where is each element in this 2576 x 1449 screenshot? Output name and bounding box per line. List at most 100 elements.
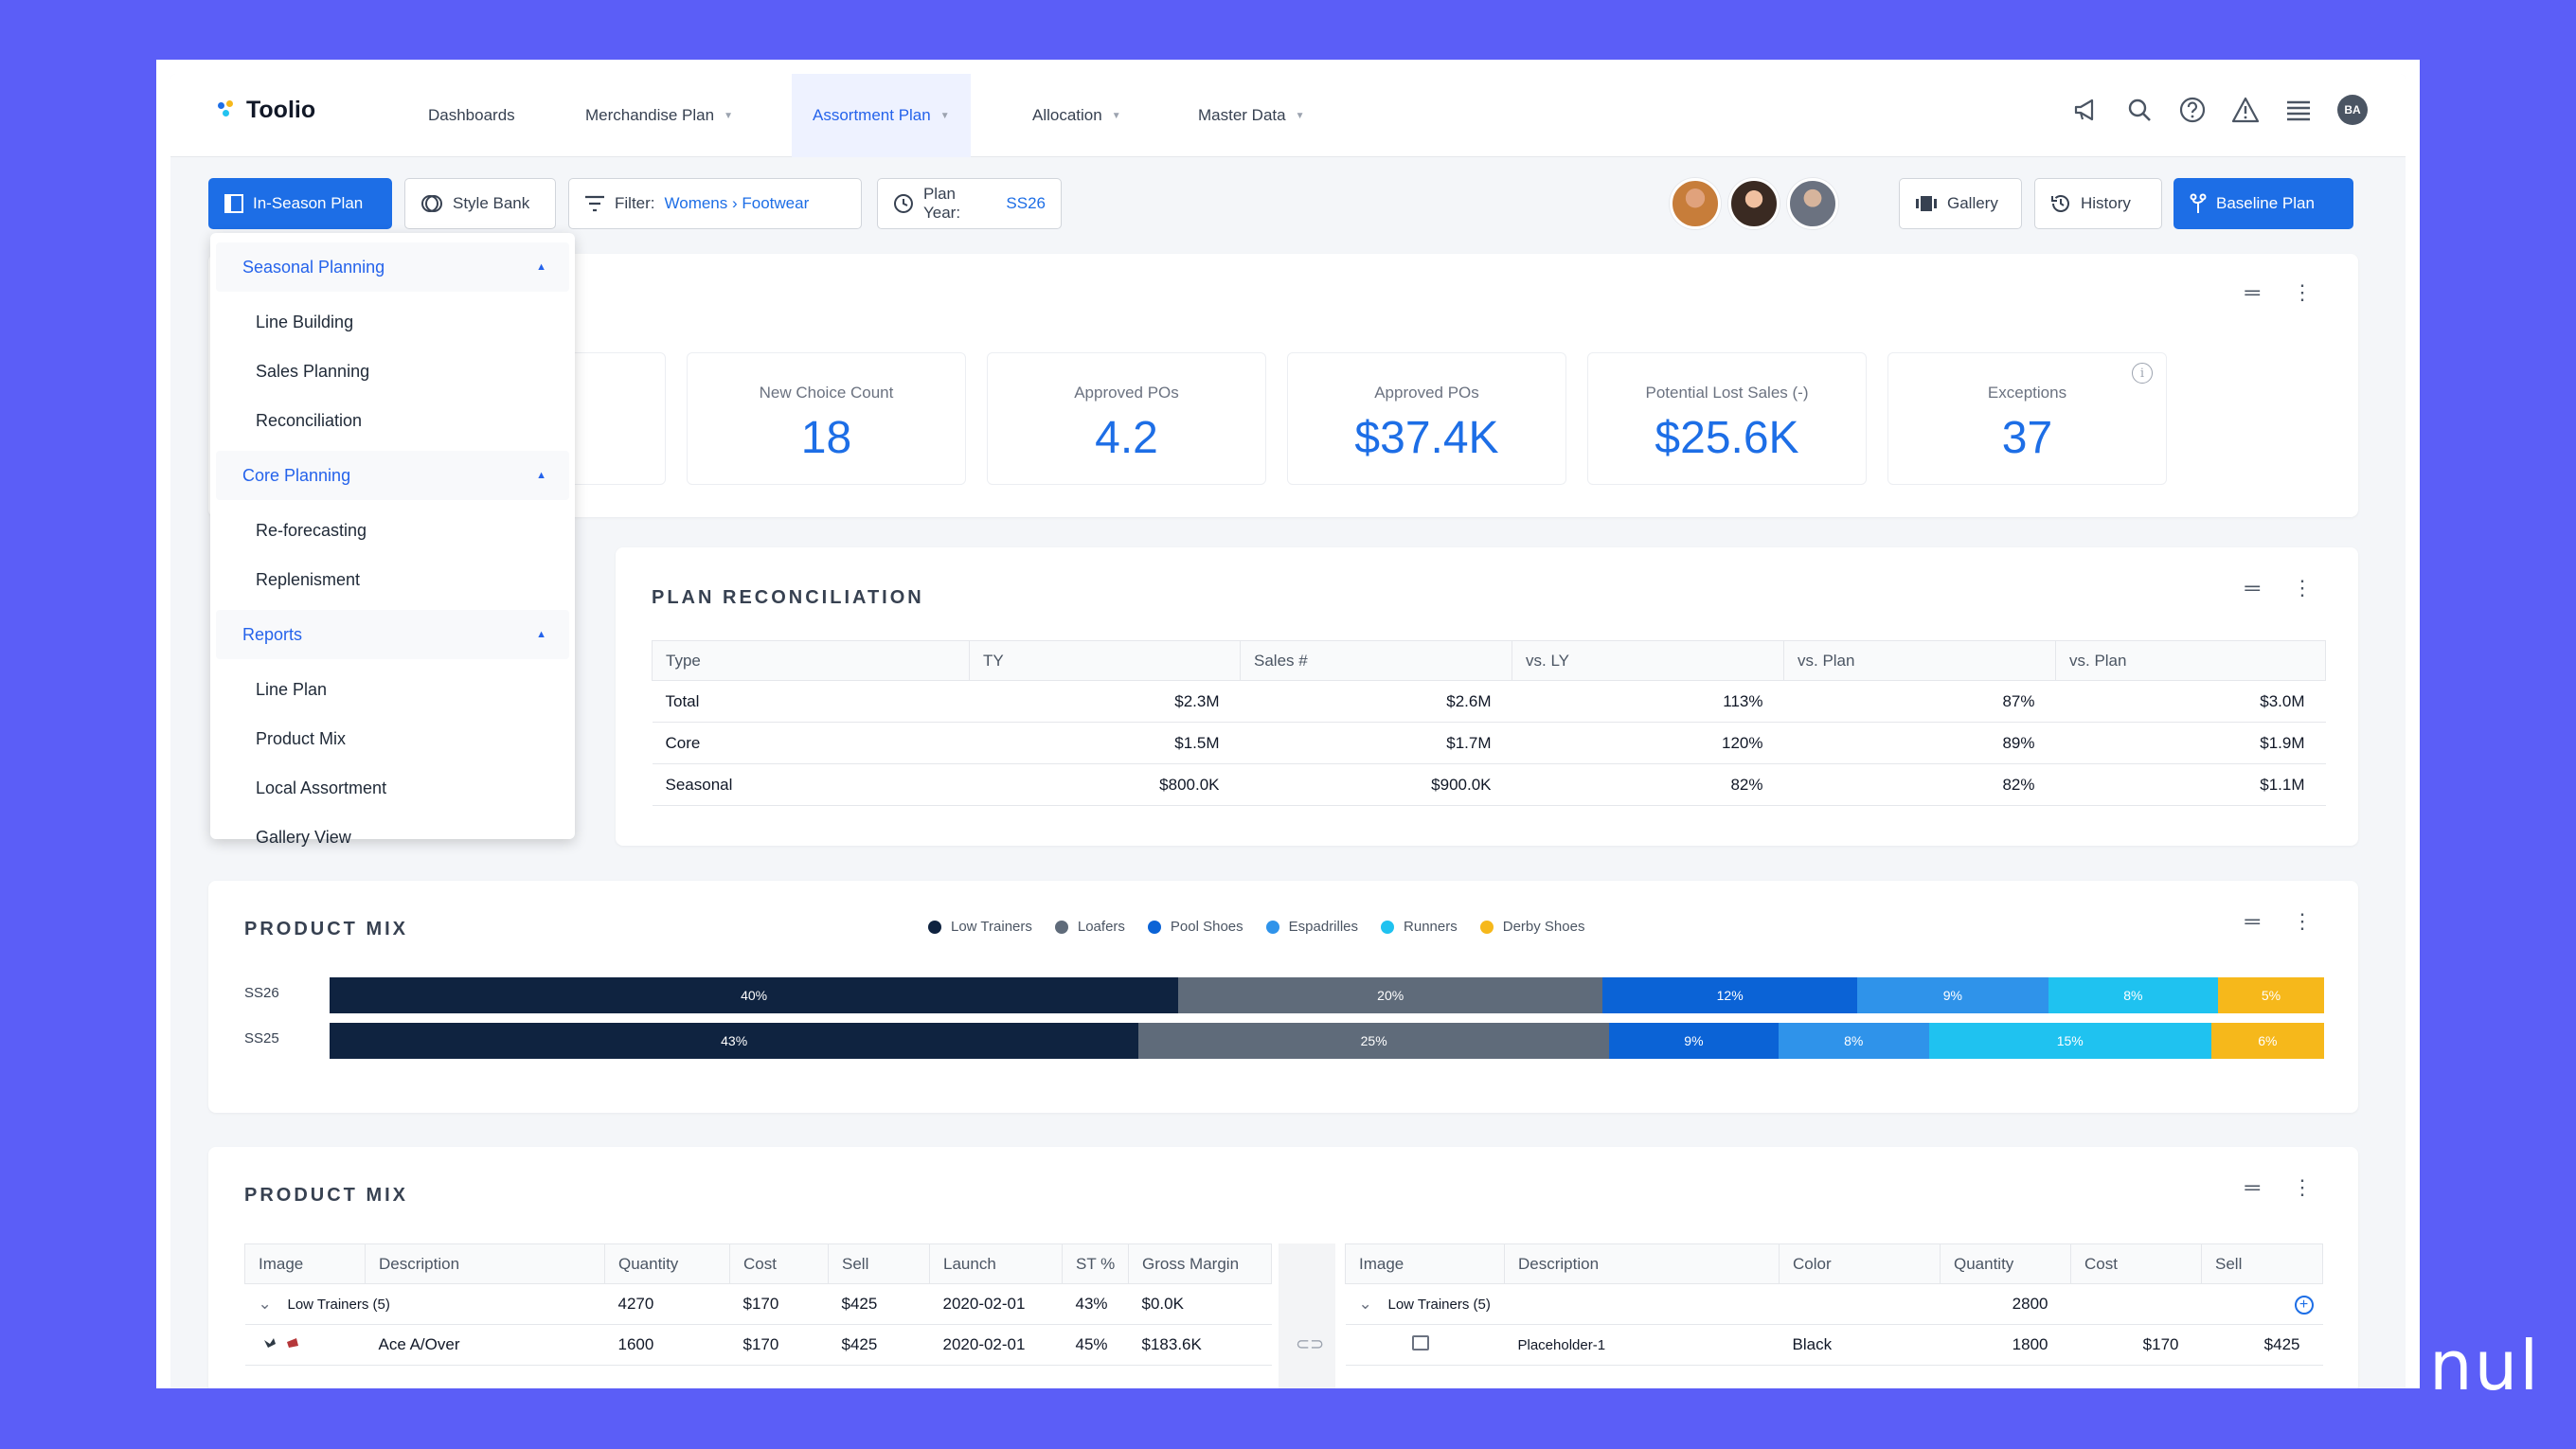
plan-year-button[interactable]: Plan Year: SS26 bbox=[877, 178, 1062, 229]
column-header[interactable]: vs. Plan bbox=[1783, 640, 2056, 681]
cell: $900.0K bbox=[1240, 763, 1512, 806]
menu-item-replenishment[interactable]: Replenisment bbox=[256, 569, 361, 589]
menu-section-header[interactable]: Seasonal Planning ▲ bbox=[216, 242, 569, 292]
column-header[interactable]: Color bbox=[1779, 1243, 1941, 1284]
column-header[interactable]: Quantity bbox=[604, 1243, 730, 1284]
search-icon[interactable] bbox=[2125, 96, 2154, 124]
table-row[interactable]: Placeholder-1 Black 1800 $170 $425 bbox=[1345, 1324, 2323, 1366]
nav-assortment-plan[interactable]: Assortment Plan ▼ bbox=[792, 74, 971, 157]
column-header[interactable]: Type bbox=[652, 640, 970, 681]
table-row[interactable]: Total $2.3M $2.6M 113% 87% $3.0M bbox=[652, 680, 2326, 723]
in-season-plan-button[interactable]: In-Season Plan bbox=[208, 178, 392, 229]
legend-item[interactable]: Loafers bbox=[1054, 919, 1125, 935]
legend-item[interactable]: Derby Shoes bbox=[1479, 919, 1584, 935]
nav-dashboards[interactable]: Dashboards bbox=[428, 74, 515, 157]
nav-master-data[interactable]: Master Data ▼ bbox=[1198, 74, 1305, 157]
bar-segment[interactable]: 40% bbox=[330, 977, 1179, 1013]
drag-handle-icon[interactable]: ═ bbox=[2245, 1175, 2260, 1199]
bar-segment[interactable]: 9% bbox=[1609, 1023, 1779, 1059]
bar-segment[interactable]: 12% bbox=[1602, 977, 1858, 1013]
info-icon[interactable]: i bbox=[2132, 363, 2153, 384]
warning-icon[interactable] bbox=[2231, 96, 2260, 124]
baseline-plan-button[interactable]: Baseline Plan bbox=[2174, 178, 2353, 229]
column-header[interactable]: Image bbox=[244, 1243, 366, 1284]
bar-segment[interactable]: 15% bbox=[1928, 1023, 2211, 1059]
chevron-down-icon[interactable]: ⌄ bbox=[1358, 1295, 1372, 1313]
column-header[interactable]: Image bbox=[1345, 1243, 1505, 1284]
menu-item-sales-planning[interactable]: Sales Planning bbox=[256, 361, 370, 381]
legend-swatch bbox=[1054, 921, 1068, 935]
group-row[interactable]: ⌄ Low Trainers (5) 4270 $170 $425 2020-0… bbox=[244, 1283, 1272, 1325]
kpi-new-choice-count[interactable]: New Choice Count 18 bbox=[687, 352, 966, 485]
menu-item-product-mix[interactable]: Product Mix bbox=[256, 728, 347, 748]
legend-item[interactable]: Pool Shoes bbox=[1147, 919, 1243, 935]
bar-segment[interactable]: 6% bbox=[2210, 1023, 2324, 1059]
column-header[interactable]: Gross Margin bbox=[1128, 1243, 1272, 1284]
table-row[interactable]: Seasonal $800.0K $900.0K 82% 82% $1.1M bbox=[652, 763, 2326, 806]
drag-handle-icon[interactable]: ═ bbox=[2245, 280, 2260, 304]
table-row[interactable]: Core $1.5M $1.7M 120% 89% $1.9M bbox=[652, 722, 2326, 764]
column-header[interactable]: Launch bbox=[929, 1243, 1063, 1284]
column-header[interactable]: TY bbox=[969, 640, 1241, 681]
nav-merchandise-plan[interactable]: Merchandise Plan ▼ bbox=[585, 74, 733, 157]
menu-item-line-plan[interactable]: Line Plan bbox=[256, 679, 328, 699]
chevron-down-icon[interactable]: ⌄ bbox=[258, 1295, 272, 1313]
menu-item-reconciliation[interactable]: Reconciliation bbox=[256, 410, 363, 430]
menu-icon[interactable] bbox=[2284, 96, 2313, 124]
legend-item[interactable]: Espadrilles bbox=[1265, 919, 1358, 935]
menu-item-gallery-view[interactable]: Gallery View bbox=[256, 827, 351, 847]
logo[interactable]: Toolio bbox=[218, 97, 315, 124]
kpi-exceptions[interactable]: Exceptions 37 i bbox=[1887, 352, 2167, 485]
column-header[interactable]: Sell bbox=[828, 1243, 930, 1284]
column-header[interactable]: Quantity bbox=[1940, 1243, 2071, 1284]
column-header[interactable]: vs. Plan bbox=[2055, 640, 2326, 681]
menu-section-header[interactable]: Reports ▲ bbox=[216, 610, 569, 659]
legend-item[interactable]: Runners bbox=[1381, 919, 1458, 935]
menu-item-line-building[interactable]: Line Building bbox=[256, 312, 354, 331]
bar-segment[interactable]: 8% bbox=[2048, 977, 2218, 1013]
table-row[interactable]: Ace A/Over 1600 $170 $425 2020-02-01 45%… bbox=[244, 1324, 1272, 1366]
bar-segment[interactable]: 8% bbox=[1778, 1023, 1929, 1059]
add-circle-icon[interactable]: + bbox=[2294, 1295, 2314, 1315]
kpi-approved-pos[interactable]: Approved POs 4.2 bbox=[987, 352, 1266, 485]
column-header[interactable]: Cost bbox=[2070, 1243, 2202, 1284]
kpi-potential-lost-sales[interactable]: Potential Lost Sales (-) $25.6K bbox=[1587, 352, 1867, 485]
bar-segment[interactable]: 9% bbox=[1857, 977, 2048, 1013]
column-header[interactable]: vs. LY bbox=[1512, 640, 1784, 681]
gallery-button[interactable]: Gallery bbox=[1899, 178, 2022, 229]
bar-segment[interactable]: 5% bbox=[2217, 977, 2324, 1013]
more-options-icon[interactable]: ⋮ bbox=[2292, 576, 2313, 599]
help-icon[interactable] bbox=[2178, 96, 2207, 124]
nav-allocation[interactable]: Allocation ▼ bbox=[1032, 74, 1121, 157]
column-header[interactable]: Sales # bbox=[1240, 640, 1512, 681]
bar-segment[interactable]: 25% bbox=[1138, 1023, 1609, 1059]
column-header[interactable]: Sell bbox=[2201, 1243, 2323, 1284]
drag-handle-icon[interactable]: ═ bbox=[2245, 576, 2260, 599]
column-header[interactable]: Description bbox=[1504, 1243, 1780, 1284]
menu-item-re-forecasting[interactable]: Re-forecasting bbox=[256, 520, 367, 540]
column-header[interactable]: Description bbox=[365, 1243, 605, 1284]
collaborator-avatar[interactable] bbox=[1787, 178, 1838, 229]
drag-handle-icon[interactable]: ═ bbox=[2245, 909, 2260, 933]
more-options-icon[interactable]: ⋮ bbox=[2292, 909, 2313, 933]
group-row[interactable]: ⌄ Low Trainers (5) 2800 + bbox=[1345, 1283, 2323, 1325]
megaphone-icon[interactable] bbox=[2072, 96, 2101, 124]
kpi-approved-pos-value[interactable]: Approved POs $37.4K bbox=[1287, 352, 1566, 485]
menu-section-header[interactable]: Core Planning ▲ bbox=[216, 451, 569, 500]
column-header[interactable]: Cost bbox=[729, 1243, 829, 1284]
bar-segment[interactable]: 43% bbox=[330, 1023, 1139, 1059]
more-options-icon[interactable]: ⋮ bbox=[2292, 1175, 2313, 1199]
legend-item[interactable]: Low Trainers bbox=[928, 919, 1032, 935]
collaborator-avatar[interactable] bbox=[1728, 178, 1780, 229]
more-options-icon[interactable]: ⋮ bbox=[2292, 280, 2313, 304]
filter-button[interactable]: Filter: Womens › Footwear bbox=[568, 178, 862, 229]
menu-item-local-assortment[interactable]: Local Assortment bbox=[256, 778, 387, 797]
cell[interactable]: Placeholder-1 bbox=[1504, 1324, 1780, 1366]
column-header[interactable]: ST % bbox=[1062, 1243, 1129, 1284]
bar-segment[interactable]: 20% bbox=[1178, 977, 1603, 1013]
user-avatar[interactable]: BA bbox=[2337, 95, 2368, 125]
history-button[interactable]: History bbox=[2034, 178, 2162, 229]
link-icon[interactable]: ⊂⊃ bbox=[1296, 1334, 1325, 1353]
collaborator-avatar[interactable] bbox=[1670, 178, 1721, 229]
style-bank-button[interactable]: Style Bank bbox=[404, 178, 556, 229]
